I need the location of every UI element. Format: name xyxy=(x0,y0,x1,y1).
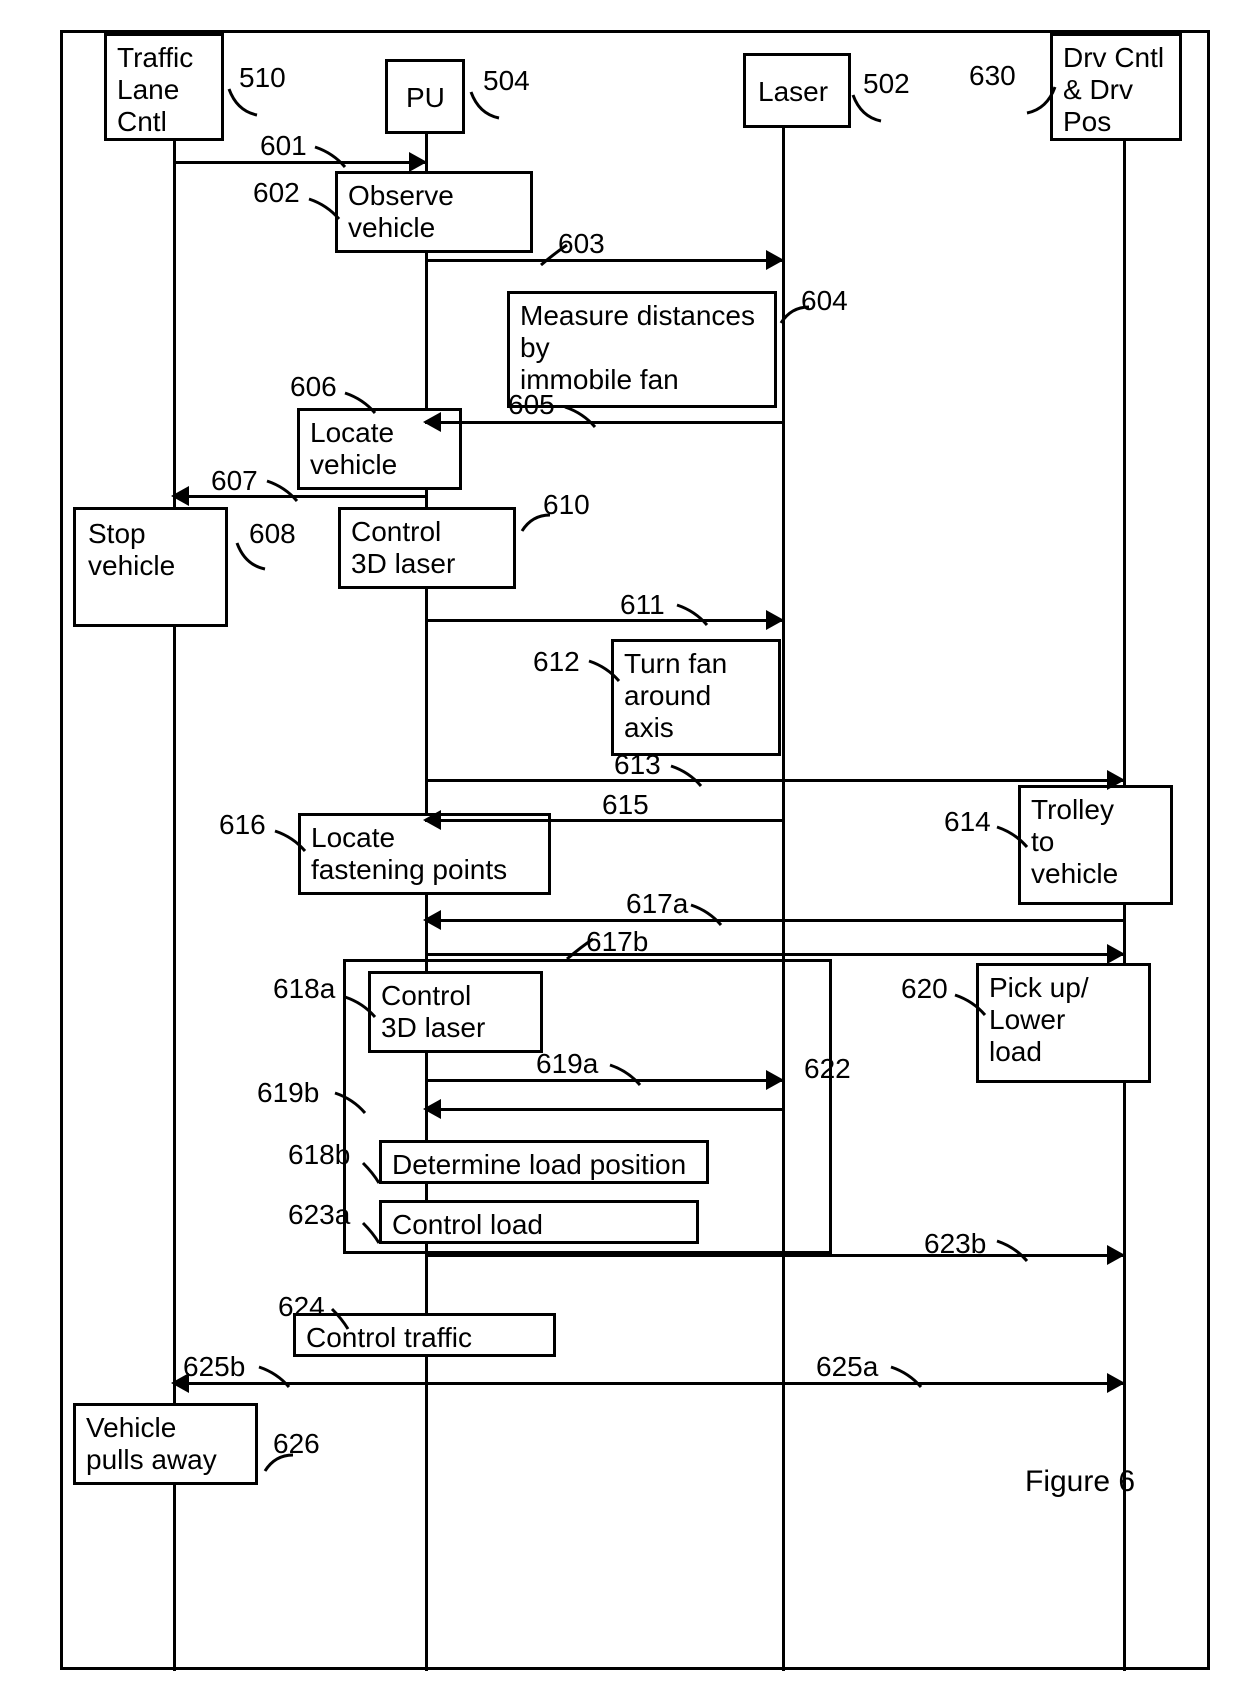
tick-icon xyxy=(331,1089,371,1129)
arrow-605 xyxy=(425,421,782,424)
arrow-625a xyxy=(425,1382,1123,1385)
ref-616: 616 xyxy=(219,809,266,841)
arrow-613 xyxy=(425,779,1123,782)
text: Vehicle pulls away xyxy=(86,1412,217,1475)
node-traffic-lane-cntl: Traffic Lane Cntl xyxy=(104,33,224,141)
tick-icon xyxy=(993,823,1033,863)
ref-622: 622 xyxy=(804,1053,851,1085)
tick-icon xyxy=(359,1159,399,1199)
arrow-619b xyxy=(425,1108,782,1111)
tick-icon xyxy=(233,539,273,579)
tick-icon xyxy=(359,1219,399,1259)
node-laser: Laser xyxy=(743,53,851,128)
node-control-3d-laser-2: Control 3D laser xyxy=(368,971,543,1053)
tick-icon xyxy=(561,403,601,443)
text: Control 3D laser xyxy=(381,980,485,1043)
ref-614: 614 xyxy=(944,806,991,838)
ref-624: 624 xyxy=(278,1291,325,1323)
tick-icon xyxy=(951,991,991,1031)
ref-618b: 618b xyxy=(288,1139,350,1171)
text: Determine load position xyxy=(392,1149,686,1180)
text: Traffic Lane Cntl xyxy=(117,42,193,137)
tick-icon xyxy=(341,389,381,429)
text: Turn fan around axis xyxy=(624,648,727,743)
node-drv-cntl: Drv Cntl & Drv Pos xyxy=(1050,33,1182,141)
ref-601: 601 xyxy=(260,130,307,162)
ref-602: 602 xyxy=(253,177,300,209)
ref-625a: 625a xyxy=(816,1351,878,1383)
lifeline-laser xyxy=(782,128,785,1671)
ref-619b: 619b xyxy=(257,1077,319,1109)
node-control-3d-laser-1: Control 3D laser xyxy=(338,507,516,589)
ref-606: 606 xyxy=(290,371,337,403)
ref-617a: 617a xyxy=(626,888,688,920)
tick-icon xyxy=(1019,83,1059,123)
node-turn-fan: Turn fan around axis xyxy=(611,639,781,756)
ref-623b: 623b xyxy=(924,1228,986,1260)
tick-icon xyxy=(261,1451,301,1491)
text: Locate fastening points xyxy=(311,822,507,885)
node-pick-up-lower-load: Pick up/ Lower load xyxy=(976,963,1151,1083)
node-vehicle-pulls-away: Vehicle pulls away xyxy=(73,1403,258,1485)
tick-icon xyxy=(606,1061,646,1101)
tick-icon xyxy=(531,241,571,281)
node-observe-vehicle: Observe vehicle xyxy=(335,171,533,253)
tick-icon xyxy=(993,1237,1033,1277)
text: Stop vehicle xyxy=(88,518,175,581)
tick-icon xyxy=(263,477,303,517)
diagram-frame: Traffic Lane Cntl PU Laser Drv Cntl & Dr… xyxy=(60,30,1210,1670)
tick-icon xyxy=(328,1305,368,1345)
ref-618a: 618a xyxy=(273,973,335,1005)
tick-icon xyxy=(849,91,889,131)
text: PU xyxy=(406,82,445,113)
tick-icon xyxy=(887,1363,927,1403)
arrow-617a xyxy=(425,919,1123,922)
ref-620: 620 xyxy=(901,973,948,1005)
tick-icon xyxy=(687,901,727,941)
ref-612: 612 xyxy=(533,646,580,678)
text: Control 3D laser xyxy=(351,516,455,579)
node-trolley-to-vehicle: Trolley to vehicle xyxy=(1018,785,1173,905)
tick-icon xyxy=(667,762,707,802)
tick-icon xyxy=(585,657,625,697)
tick-icon xyxy=(311,143,351,183)
ref-613: 613 xyxy=(614,749,661,781)
ref-625b: 625b xyxy=(183,1351,245,1383)
text: Control load xyxy=(392,1209,543,1240)
text: Pick up/ Lower load xyxy=(989,972,1089,1067)
tick-icon xyxy=(557,935,597,975)
tick-icon xyxy=(225,85,265,125)
tick-icon xyxy=(777,303,817,343)
node-determine-load-position: Determine load position xyxy=(379,1140,709,1184)
ref-619a: 619a xyxy=(536,1048,598,1080)
node-stop-vehicle: Stop vehicle xyxy=(73,507,228,627)
node-control-load: Control load xyxy=(379,1200,699,1244)
tick-icon xyxy=(673,601,713,641)
ref-611: 611 xyxy=(620,589,665,621)
text: Drv Cntl & Drv Pos xyxy=(1063,42,1164,137)
ref-615: 615 xyxy=(602,789,649,821)
figure-caption: Figure 6 xyxy=(1025,1465,1135,1499)
arrow-611 xyxy=(425,619,782,622)
arrow-619a xyxy=(425,1079,782,1082)
lifeline-drv xyxy=(1123,141,1126,1671)
tick-icon xyxy=(305,195,345,235)
text: Trolley to vehicle xyxy=(1031,794,1118,889)
ref-623a: 623a xyxy=(288,1199,350,1231)
arrow-617b xyxy=(425,953,1123,956)
tick-icon xyxy=(467,88,507,128)
lifeline-pu xyxy=(425,134,428,1671)
tick-icon xyxy=(255,1363,295,1403)
tick-icon xyxy=(518,511,558,551)
tick-icon xyxy=(271,827,311,867)
ref-607: 607 xyxy=(211,465,258,497)
ref-630: 630 xyxy=(969,60,1016,92)
tick-icon xyxy=(341,993,381,1033)
text: Laser xyxy=(758,76,828,107)
ref-605: 605 xyxy=(508,389,555,421)
text: Measure distances by immobile fan xyxy=(520,300,755,395)
node-pu: PU xyxy=(385,59,465,134)
text: Observe vehicle xyxy=(348,180,454,243)
